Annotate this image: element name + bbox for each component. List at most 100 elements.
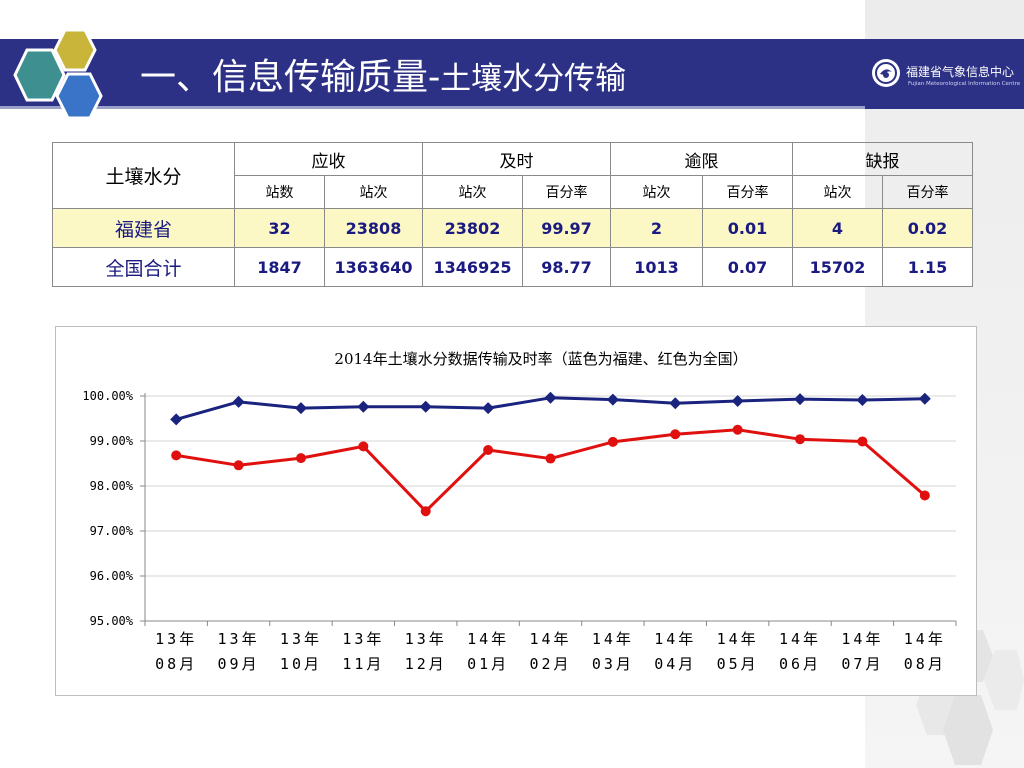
table-corner-header: 土壤水分 (52, 142, 235, 209)
x-tick-label: 14年 (529, 630, 571, 648)
page-title: 一、信息传输质量-土壤水分传输 (140, 57, 627, 98)
data-point (170, 413, 183, 426)
data-point (795, 434, 806, 445)
sub-header: 百分率 (882, 175, 973, 209)
x-tick-label: 07月 (841, 655, 883, 673)
x-tick-label: 14年 (467, 630, 509, 648)
table-row: 全国合计 1847 1363640 1346925 98.77 1013 0.0… (52, 247, 973, 287)
data-point (918, 392, 931, 405)
line-chart: 2014年土壤水分数据传输及时率（蓝色为福建、红色为全国） 95.00% 96.0… (82, 350, 957, 673)
hexagon-logo (13, 28, 103, 120)
data-point (358, 441, 369, 452)
x-tick-label: 02月 (529, 655, 571, 673)
data-point (856, 394, 869, 407)
data-point (420, 506, 431, 517)
data-point (545, 453, 556, 464)
y-tick-label: 96.00% (90, 569, 134, 583)
x-tick-label: 14年 (654, 630, 696, 648)
x-tick-label: 14年 (592, 630, 634, 648)
data-point (294, 402, 307, 415)
table-cell: 0.07 (702, 247, 793, 287)
data-point (857, 436, 868, 447)
table-cell: 15702 (792, 247, 883, 287)
x-tick-label: 05月 (717, 655, 759, 673)
x-tick-label: 09月 (218, 655, 260, 673)
data-point (295, 453, 306, 464)
table-cell: 0.01 (702, 208, 793, 248)
transmission-table: 土壤水分 应收 及时 逾限 缺报 站数 站次 站次 百分率 站次 百分率 站次 … (52, 142, 973, 287)
data-point (233, 460, 244, 471)
data-point (669, 397, 682, 410)
y-tick-label: 99.00% (90, 434, 134, 448)
group-header: 及时 (422, 142, 611, 176)
y-tick-label: 97.00% (90, 524, 134, 538)
chart-title: 2014年土壤水分数据传输及时率（蓝色为福建、红色为全国） (334, 350, 747, 368)
x-tick-label: 14年 (841, 630, 883, 648)
sub-header: 百分率 (522, 175, 611, 209)
series-layer (170, 391, 931, 517)
x-tick-label: 13年 (155, 630, 197, 648)
data-point (482, 402, 495, 415)
table-cell: 32 (234, 208, 325, 248)
table-cell: 99.97 (522, 208, 611, 248)
data-point (419, 400, 432, 413)
group-header: 逾限 (610, 142, 793, 176)
data-point (607, 436, 618, 447)
x-tick-label: 13年 (342, 630, 384, 648)
x-tick-label: 13年 (280, 630, 322, 648)
data-point (731, 394, 744, 407)
org-name: 福建省气象信息中心 (906, 65, 1015, 79)
data-point (483, 445, 494, 455)
org-name-english: Fujian Meteorological Information Centre (908, 81, 1021, 87)
table-cell: 1346925 (422, 247, 523, 287)
x-tick-label: 14年 (779, 630, 821, 648)
data-point (732, 424, 743, 435)
group-header: 缺报 (792, 142, 973, 176)
x-tick-label: 14年 (904, 630, 946, 648)
table-row: 福建省 32 23808 23802 99.97 2 0.01 4 0.02 (52, 208, 973, 248)
chart-container: 2014年土壤水分数据传输及时率（蓝色为福建、红色为全国） 95.00% 96.0… (55, 326, 977, 696)
sub-header: 站次 (324, 175, 423, 209)
x-tick-label: 13年 (218, 630, 260, 648)
data-point (794, 393, 807, 406)
table-cell: 1847 (234, 247, 325, 287)
title-accent-line (0, 106, 865, 109)
sub-header: 站数 (234, 175, 325, 209)
y-tick-label: 95.00% (90, 614, 134, 628)
group-header: 应收 (234, 142, 423, 176)
x-tick-label: 14年 (717, 630, 759, 648)
table-cell: 2 (610, 208, 703, 248)
y-tick-label: 98.00% (90, 479, 134, 493)
x-tick-label: 08月 (904, 655, 946, 673)
row-label: 全国合计 (52, 247, 235, 287)
data-point (670, 429, 681, 440)
table-cell: 4 (792, 208, 883, 248)
data-point (171, 450, 182, 461)
table-cell: 1013 (610, 247, 703, 287)
table-cell: 98.77 (522, 247, 611, 287)
table-cell: 1.15 (882, 247, 973, 287)
row-label: 福建省 (52, 208, 235, 248)
y-tick-label: 100.00% (82, 389, 133, 403)
x-tick-label: 06月 (779, 655, 821, 673)
sub-header: 站次 (422, 175, 523, 209)
title-bar (0, 39, 865, 109)
data-point (357, 400, 370, 413)
x-tick-label: 08月 (155, 655, 197, 673)
x-tick-label: 03月 (592, 655, 634, 673)
sub-header: 站次 (792, 175, 883, 209)
axes: 95.00% 96.00% 97.00% 98.00% 99.00% 100.00% 13年… (82, 389, 957, 673)
x-tick-label: 11月 (342, 655, 384, 673)
x-tick-label: 04月 (654, 655, 696, 673)
table-cell: 1363640 (324, 247, 423, 287)
series-line-1 (175, 428, 926, 513)
x-tick-label: 01月 (467, 655, 509, 673)
data-point (232, 395, 245, 408)
grid-lines (145, 395, 956, 622)
table-cell: 0.02 (882, 208, 973, 248)
x-tick-label: 13年 (405, 630, 447, 648)
org-logo: 福建省气象信息中心 Fujian Meteorological Informat… (865, 39, 1024, 109)
data-point (544, 391, 557, 404)
data-point (919, 490, 930, 501)
table-cell: 23808 (324, 208, 423, 248)
